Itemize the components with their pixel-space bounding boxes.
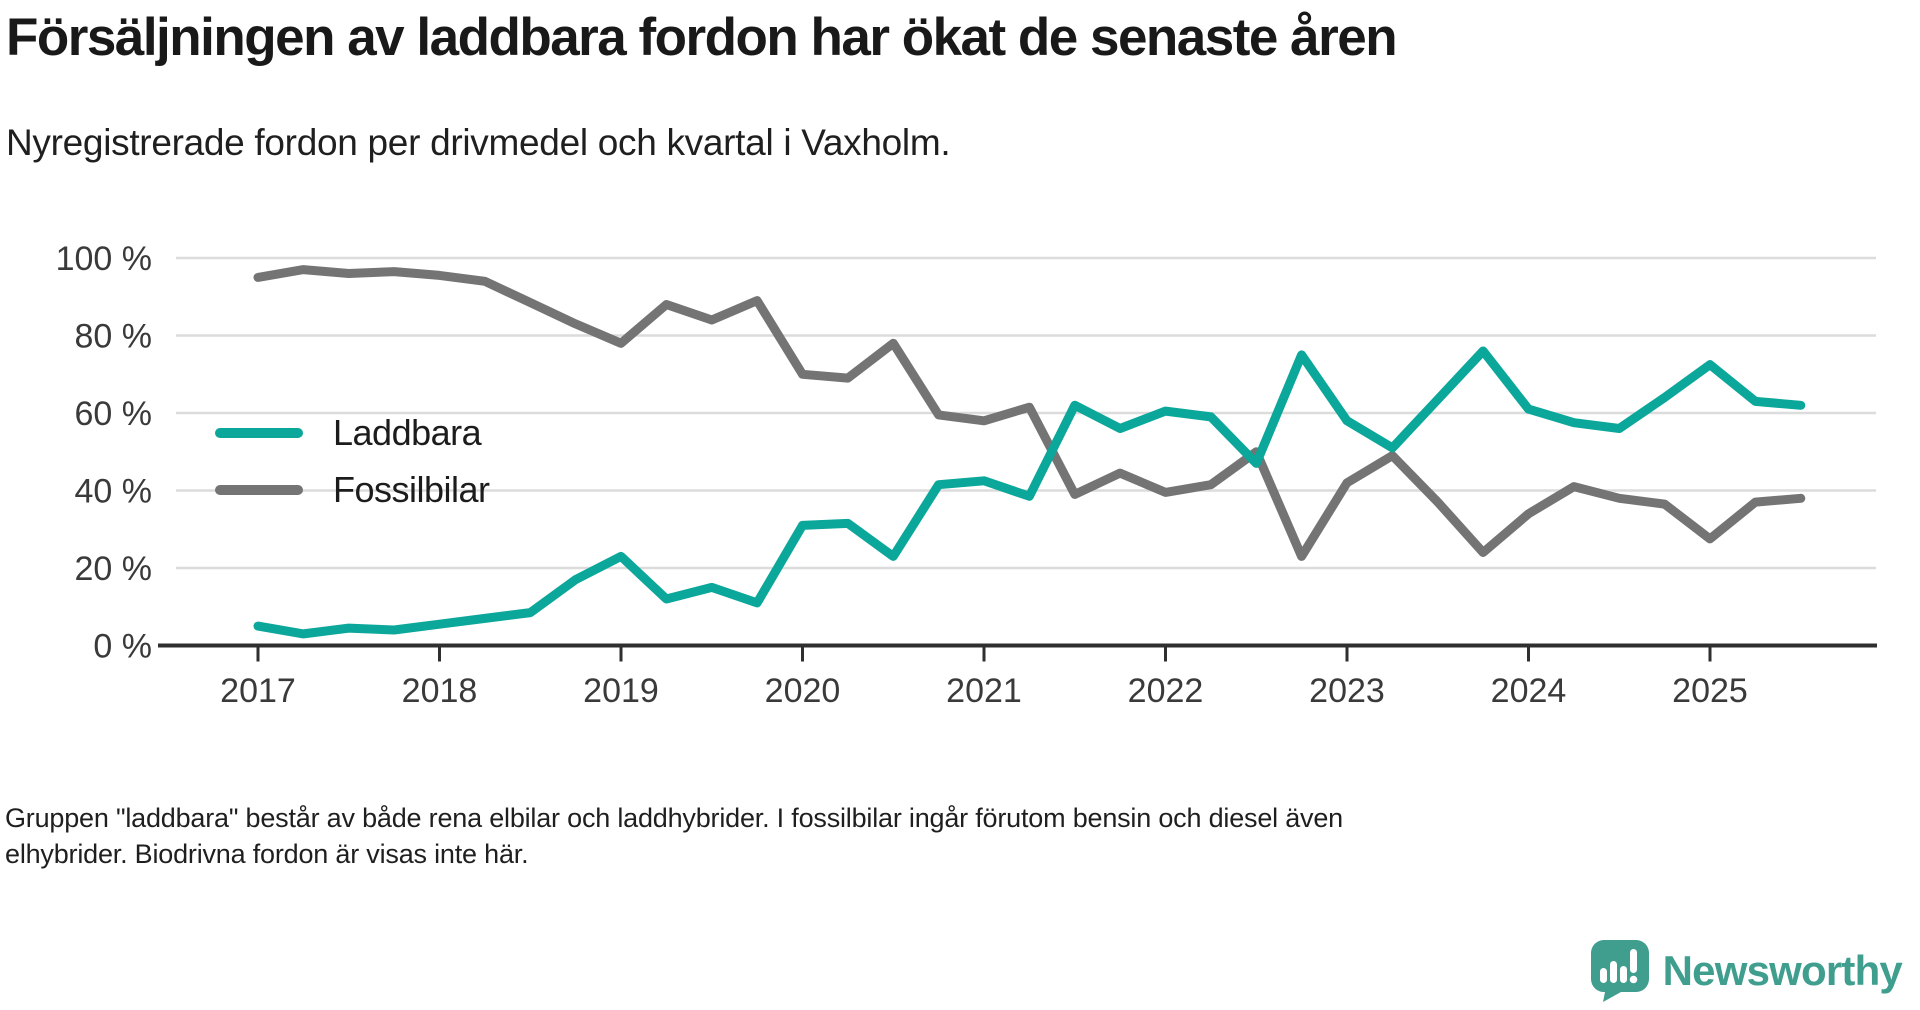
legend-item-laddbara: Laddbara [215, 404, 490, 461]
y-axis-tick-label: 80 % [75, 318, 153, 356]
x-axis-tick-label: 2024 [1491, 672, 1567, 710]
laddbara-swatch-icon [215, 427, 303, 438]
x-axis-tick-label: 2025 [1672, 672, 1748, 710]
legend-item-fossilbilar: Fossilbilar [215, 461, 490, 518]
footnote-line1: Gruppen "laddbara" består av både rena e… [5, 803, 1343, 833]
logo-wordmark: Newsworthy [1662, 947, 1903, 994]
y-axis-tick-label: 60 % [75, 395, 153, 433]
y-axis-tick-label: 100 % [56, 240, 152, 278]
y-axis-tick-label: 20 % [75, 550, 153, 588]
x-axis-tick-label: 2019 [583, 672, 659, 710]
y-axis-tick-label: 0 % [93, 628, 152, 666]
legend-label: Laddbara [333, 411, 482, 453]
x-axis-tick-label: 2018 [402, 672, 478, 710]
laddbara-line [253, 346, 1806, 639]
x-axis-tick-label: 2020 [765, 672, 841, 710]
footnote-line2: elhybrider. Biodrivna fordon är visas in… [5, 839, 529, 870]
x-axis-tick-label: 2022 [1128, 672, 1204, 710]
bar-chart-speech-bubble-icon [1590, 940, 1649, 1002]
newsworthy-logo: Newsworthy [1590, 940, 1903, 1002]
x-axis-tick-label: 2017 [220, 672, 296, 710]
x-axis-tick-label: 2023 [1309, 672, 1385, 710]
chart-footnote: Gruppen "laddbara" består av både rena e… [5, 800, 1865, 873]
chart-title: Försäljningen av laddbara fordon har öka… [6, 8, 1398, 67]
chart-subtitle: Nyregistrerade fordon per drivmedel och … [6, 122, 951, 163]
chart-legend: Laddbara Fossilbilar [215, 404, 490, 518]
fossilbilar-swatch-icon [215, 484, 303, 495]
x-axis-tick-label: 2021 [946, 672, 1022, 710]
legend-label: Fossilbilar [333, 468, 490, 510]
y-axis-tick-label: 40 % [75, 473, 153, 511]
fossilbilar-line [253, 265, 1806, 561]
